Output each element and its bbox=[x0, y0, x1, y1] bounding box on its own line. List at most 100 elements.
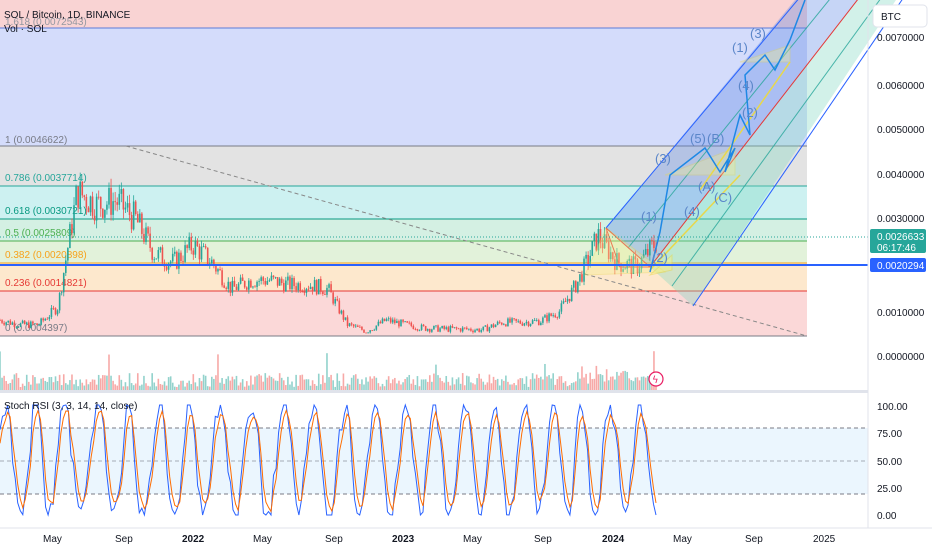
currency-button[interactable]: BTC bbox=[872, 4, 928, 28]
candle-body bbox=[577, 281, 579, 293]
volume-label: Vol · SOL bbox=[4, 24, 47, 35]
rising-channel[interactable] bbox=[605, 0, 906, 307]
candle-body bbox=[139, 213, 141, 223]
volume-bar bbox=[632, 381, 635, 390]
candle-body bbox=[184, 245, 186, 262]
price-axis[interactable]: 0.0070000 0.0060000 0.0050000 0.0040000 … bbox=[867, 0, 925, 528]
volume-bar bbox=[7, 383, 10, 390]
candle-body bbox=[618, 253, 620, 264]
candle-body bbox=[375, 325, 378, 330]
candle-body bbox=[472, 330, 474, 333]
candle-body bbox=[21, 320, 24, 324]
fib-label-0786: 0.786 (0.0037714) bbox=[5, 173, 87, 184]
candle-body bbox=[301, 291, 304, 293]
candle-body bbox=[200, 246, 203, 260]
wave-label: (4) bbox=[738, 78, 754, 93]
time-axis[interactable]: May Sep 2022 May Sep 2023 May Sep 2024 M… bbox=[0, 527, 932, 545]
candle-body bbox=[130, 214, 133, 230]
candle-body bbox=[264, 280, 267, 285]
candle-body bbox=[309, 286, 312, 289]
volume-bar bbox=[346, 383, 349, 390]
volume-bar bbox=[537, 377, 540, 390]
volume-bar bbox=[243, 386, 246, 390]
candle-body bbox=[385, 319, 388, 322]
volume-bar bbox=[104, 375, 106, 390]
volume-bar bbox=[494, 379, 497, 390]
candle-body bbox=[326, 287, 328, 295]
volume-bar bbox=[620, 372, 622, 390]
volume-bar bbox=[420, 379, 423, 390]
volume-bar bbox=[38, 383, 40, 390]
volume-bar bbox=[589, 372, 591, 390]
volume-bar bbox=[439, 377, 441, 390]
candle-body bbox=[408, 322, 411, 324]
trend-line[interactable] bbox=[125, 145, 808, 337]
candle-body bbox=[293, 277, 295, 287]
candle-body bbox=[519, 320, 522, 324]
rsi-tick: 50.00 bbox=[877, 457, 902, 468]
candle-body bbox=[451, 326, 454, 328]
candle-body bbox=[344, 317, 347, 320]
rsi-axis[interactable]: 100.00 75.00 50.00 25.00 0.00 bbox=[877, 402, 908, 522]
volume-bar bbox=[143, 375, 145, 390]
volume-bar bbox=[466, 375, 468, 390]
volume-bar bbox=[93, 379, 96, 390]
volume-bar bbox=[32, 375, 34, 390]
candle-body bbox=[455, 327, 458, 329]
volume-bar bbox=[546, 376, 548, 390]
candle-body bbox=[359, 326, 361, 328]
candle-body bbox=[400, 319, 402, 327]
volume-bar bbox=[252, 384, 254, 390]
volume-bar bbox=[558, 376, 561, 390]
candle-body bbox=[346, 317, 349, 327]
candle-body bbox=[361, 326, 363, 330]
candle-body bbox=[128, 203, 131, 215]
volume-bar bbox=[377, 383, 380, 390]
candle-body bbox=[334, 299, 336, 304]
volume-bar bbox=[147, 385, 149, 390]
candle-body bbox=[649, 240, 651, 256]
candle-body bbox=[523, 323, 526, 326]
volume-bar bbox=[607, 380, 610, 390]
candle-body bbox=[546, 315, 548, 322]
candle-body bbox=[221, 270, 223, 286]
volume-bar bbox=[3, 375, 5, 390]
volume-bar bbox=[264, 373, 267, 390]
candle-body bbox=[340, 310, 343, 314]
volume-bar bbox=[513, 382, 515, 390]
candle-body bbox=[317, 278, 320, 295]
volume-bar bbox=[118, 375, 121, 390]
candle-body bbox=[223, 285, 225, 288]
volume-bar bbox=[352, 375, 355, 390]
volume-bar bbox=[642, 376, 645, 390]
volume-bar bbox=[36, 383, 38, 390]
alert-icon[interactable]: ϟ bbox=[648, 371, 664, 387]
volume-bar bbox=[276, 380, 279, 390]
volume-bar bbox=[612, 376, 614, 390]
volume-bar bbox=[431, 381, 433, 390]
volume-bar bbox=[229, 380, 232, 390]
volume-bar bbox=[437, 375, 439, 390]
volume-bar bbox=[453, 384, 456, 390]
stoch-d-line bbox=[0, 408, 657, 514]
volume-bar bbox=[334, 386, 336, 390]
volume-bar bbox=[145, 383, 147, 390]
pane-separator[interactable] bbox=[0, 390, 868, 393]
candle-body bbox=[126, 203, 129, 208]
candle-body bbox=[634, 256, 637, 260]
candle-body bbox=[367, 332, 369, 334]
candle-body bbox=[5, 322, 7, 325]
volume-bar bbox=[636, 377, 639, 390]
volume-bar bbox=[422, 379, 425, 390]
candle-body bbox=[396, 320, 398, 324]
time-tick: May bbox=[463, 534, 482, 545]
rsi-label: Stoch RSI (3, 3, 14, 14, close) bbox=[4, 401, 137, 412]
volume-bar bbox=[599, 374, 602, 390]
volume-bar bbox=[435, 364, 437, 390]
candle-body bbox=[165, 266, 168, 270]
candle-body bbox=[276, 277, 279, 286]
volume-bar bbox=[426, 381, 429, 390]
price-candles bbox=[0, 172, 657, 334]
volume-bar bbox=[535, 374, 538, 390]
